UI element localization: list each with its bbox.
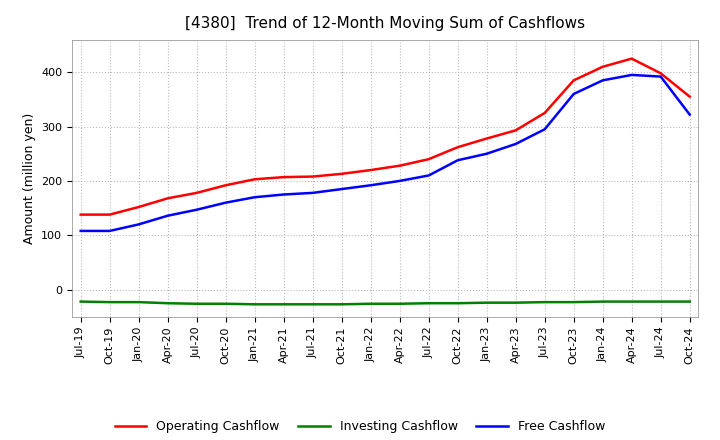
Free Cashflow (598, 78, 607, 83)
Free Cashflow (221, 200, 230, 205)
Line: Operating Cashflow: Operating Cashflow (81, 59, 690, 215)
Free Cashflow (192, 207, 201, 213)
Free Cashflow (395, 178, 404, 183)
Free Cashflow (279, 192, 288, 197)
Operating Cashflow (105, 212, 114, 217)
Investing Cashflow (685, 299, 694, 304)
Free Cashflow (482, 151, 491, 156)
Free Cashflow (105, 228, 114, 234)
Investing Cashflow (192, 301, 201, 306)
Investing Cashflow (424, 301, 433, 306)
Operating Cashflow (598, 64, 607, 70)
Operating Cashflow (570, 78, 578, 83)
Investing Cashflow (279, 302, 288, 307)
Free Cashflow (657, 74, 665, 79)
Free Cashflow (338, 187, 346, 192)
Free Cashflow (454, 158, 462, 163)
Investing Cashflow (105, 300, 114, 305)
Operating Cashflow (627, 56, 636, 61)
Free Cashflow (541, 127, 549, 132)
Operating Cashflow (685, 94, 694, 99)
Free Cashflow (424, 173, 433, 178)
Legend: Operating Cashflow, Investing Cashflow, Free Cashflow: Operating Cashflow, Investing Cashflow, … (110, 415, 610, 438)
Operating Cashflow (454, 145, 462, 150)
Investing Cashflow (395, 301, 404, 306)
Free Cashflow (308, 190, 317, 195)
Line: Free Cashflow: Free Cashflow (81, 75, 690, 231)
Investing Cashflow (598, 299, 607, 304)
Investing Cashflow (627, 299, 636, 304)
Free Cashflow (511, 141, 520, 147)
Operating Cashflow (135, 204, 143, 209)
Investing Cashflow (511, 300, 520, 305)
Operating Cashflow (163, 196, 172, 201)
Operating Cashflow (366, 167, 375, 172)
Free Cashflow (163, 213, 172, 218)
Free Cashflow (685, 112, 694, 117)
Operating Cashflow (279, 175, 288, 180)
Operating Cashflow (221, 183, 230, 188)
Line: Investing Cashflow: Investing Cashflow (81, 301, 690, 304)
Operating Cashflow (192, 190, 201, 195)
Operating Cashflow (338, 171, 346, 176)
Y-axis label: Amount (million yen): Amount (million yen) (22, 113, 35, 244)
Investing Cashflow (308, 302, 317, 307)
Investing Cashflow (570, 300, 578, 305)
Investing Cashflow (454, 301, 462, 306)
Operating Cashflow (308, 174, 317, 179)
Investing Cashflow (251, 302, 259, 307)
Investing Cashflow (163, 301, 172, 306)
Investing Cashflow (482, 300, 491, 305)
Operating Cashflow (76, 212, 85, 217)
Operating Cashflow (511, 128, 520, 133)
Investing Cashflow (541, 300, 549, 305)
Operating Cashflow (395, 163, 404, 169)
Free Cashflow (366, 183, 375, 188)
Investing Cashflow (657, 299, 665, 304)
Title: [4380]  Trend of 12-Month Moving Sum of Cashflows: [4380] Trend of 12-Month Moving Sum of C… (185, 16, 585, 32)
Free Cashflow (627, 72, 636, 77)
Free Cashflow (570, 92, 578, 97)
Operating Cashflow (657, 71, 665, 76)
Operating Cashflow (541, 110, 549, 116)
Investing Cashflow (338, 302, 346, 307)
Investing Cashflow (221, 301, 230, 306)
Investing Cashflow (135, 300, 143, 305)
Free Cashflow (76, 228, 85, 234)
Operating Cashflow (424, 157, 433, 162)
Operating Cashflow (251, 176, 259, 182)
Free Cashflow (251, 194, 259, 200)
Investing Cashflow (366, 301, 375, 306)
Free Cashflow (135, 222, 143, 227)
Investing Cashflow (76, 299, 85, 304)
Operating Cashflow (482, 136, 491, 141)
